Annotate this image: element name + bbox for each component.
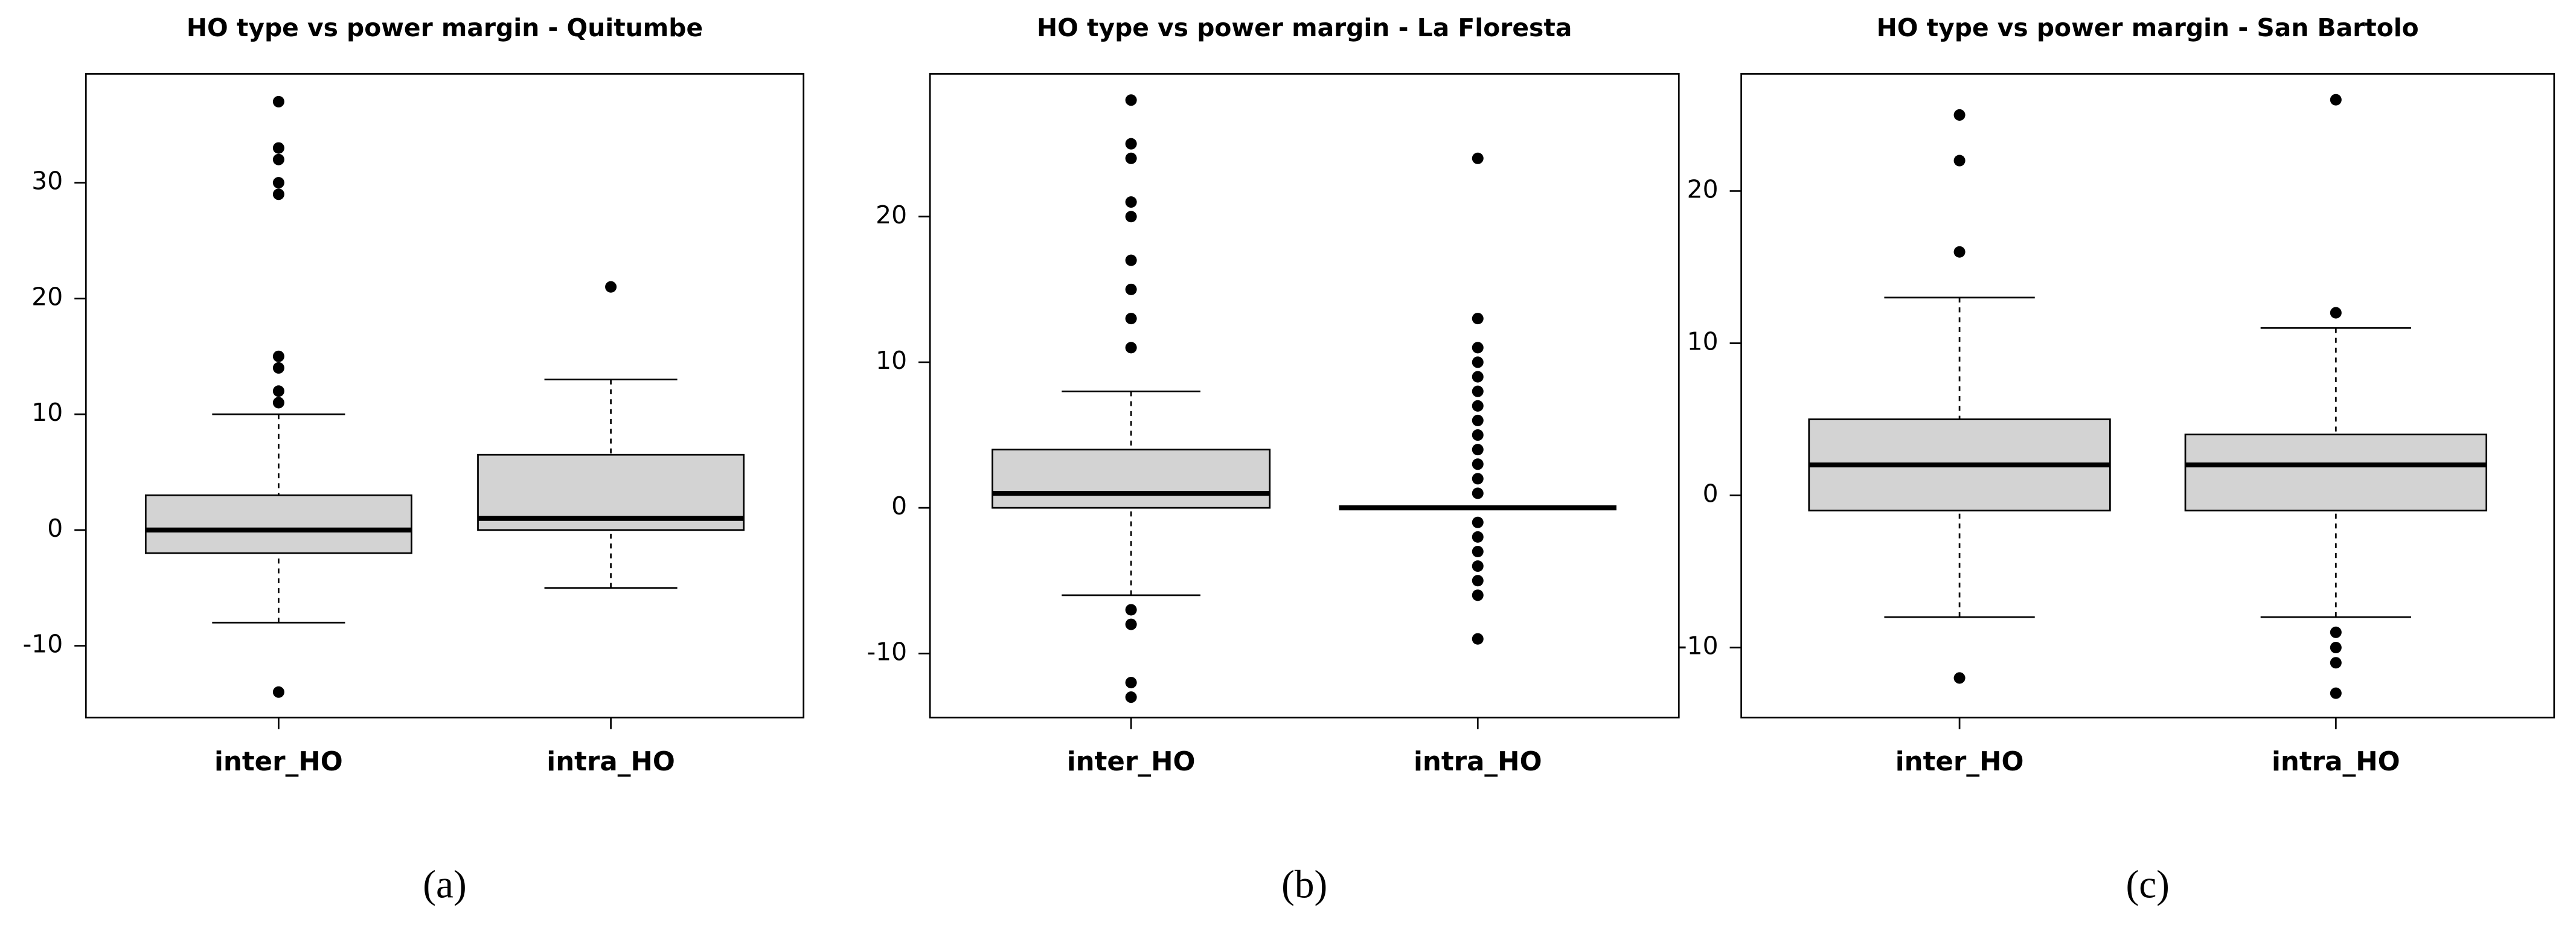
outlier bbox=[1953, 155, 1966, 167]
outlier bbox=[1472, 458, 1484, 470]
y-tick-label: 20 bbox=[31, 282, 63, 311]
y-tick-label: 30 bbox=[31, 167, 63, 196]
outlier bbox=[1472, 516, 1484, 528]
outlier bbox=[1472, 313, 1484, 325]
plot-frame bbox=[929, 73, 1680, 718]
box bbox=[144, 494, 412, 554]
outlier bbox=[1472, 473, 1484, 485]
outlier bbox=[1125, 254, 1137, 266]
outlier bbox=[1472, 429, 1484, 441]
y-tick-label: 0 bbox=[47, 514, 63, 543]
outlier bbox=[272, 385, 284, 397]
outlier bbox=[272, 177, 284, 189]
x-tick-label: inter_HO bbox=[1067, 747, 1196, 777]
outlier bbox=[1472, 545, 1484, 558]
chart-title: HO type vs power margin - La Floresta bbox=[1037, 13, 1572, 42]
caption: (b) bbox=[1281, 863, 1327, 906]
caption: (a) bbox=[423, 863, 466, 906]
outlier bbox=[1472, 371, 1484, 383]
outlier bbox=[2330, 94, 2342, 106]
box bbox=[992, 449, 1271, 509]
plot-frame bbox=[85, 73, 805, 718]
outlier bbox=[1125, 152, 1137, 164]
outlier bbox=[1472, 400, 1484, 412]
outlier bbox=[1472, 531, 1484, 543]
outlier bbox=[1472, 385, 1484, 397]
outlier bbox=[1125, 196, 1137, 208]
x-tick-label: inter_HO bbox=[1895, 747, 2024, 777]
outlier bbox=[1953, 109, 1966, 121]
y-tick-label: 10 bbox=[31, 398, 63, 427]
outlier bbox=[272, 350, 284, 362]
y-tick-label: 20 bbox=[1687, 174, 1719, 203]
outlier bbox=[1472, 487, 1484, 499]
outlier bbox=[272, 362, 284, 374]
y-tick-label: -10 bbox=[867, 637, 907, 666]
outlier bbox=[1472, 342, 1484, 354]
outlier bbox=[272, 397, 284, 409]
plot-frame bbox=[1740, 73, 2555, 718]
y-tick-label: -10 bbox=[1678, 632, 1719, 661]
outlier bbox=[272, 95, 284, 107]
outlier bbox=[1125, 283, 1137, 295]
outlier bbox=[272, 153, 284, 165]
y-tick-label: 20 bbox=[876, 200, 907, 229]
y-tick-label: 10 bbox=[1687, 327, 1719, 356]
x-tick-label: intra_HO bbox=[546, 747, 675, 777]
outlier bbox=[2330, 687, 2342, 699]
x-tick-label: intra_HO bbox=[2272, 747, 2400, 777]
outlier bbox=[1125, 94, 1137, 106]
outlier bbox=[1125, 313, 1137, 325]
outlier bbox=[1953, 246, 1966, 258]
outlier bbox=[1125, 138, 1137, 150]
y-tick-label: -10 bbox=[23, 630, 63, 659]
outlier bbox=[1125, 677, 1137, 689]
outlier bbox=[2330, 657, 2342, 669]
y-tick-label: 10 bbox=[876, 346, 907, 375]
outlier bbox=[1472, 152, 1484, 164]
outlier bbox=[1125, 211, 1137, 223]
outlier bbox=[1125, 604, 1137, 616]
outlier bbox=[1472, 414, 1484, 426]
outlier bbox=[2330, 307, 2342, 319]
outlier bbox=[1472, 356, 1484, 368]
outlier bbox=[1472, 575, 1484, 587]
outlier bbox=[2330, 642, 2342, 654]
outlier bbox=[1125, 691, 1137, 703]
chart-title: HO type vs power margin - Quitumbe bbox=[187, 13, 703, 42]
outlier bbox=[605, 281, 617, 293]
outlier bbox=[1953, 672, 1966, 684]
outlier bbox=[1472, 633, 1484, 645]
chart-title: HO type vs power margin - San Bartolo bbox=[1877, 13, 2419, 42]
outlier bbox=[1125, 618, 1137, 630]
outlier bbox=[272, 686, 284, 698]
x-tick-label: intra_HO bbox=[1414, 747, 1542, 777]
y-tick-label: 0 bbox=[1703, 479, 1719, 508]
outlier bbox=[1472, 444, 1484, 456]
outlier bbox=[1472, 589, 1484, 601]
outlier bbox=[1472, 560, 1484, 572]
caption: (c) bbox=[2126, 863, 2169, 906]
x-tick-label: inter_HO bbox=[214, 747, 343, 777]
outlier bbox=[2330, 626, 2342, 638]
outlier bbox=[1125, 342, 1137, 354]
outlier bbox=[272, 142, 284, 154]
box bbox=[2184, 434, 2487, 512]
outlier bbox=[272, 188, 284, 200]
y-tick-label: 0 bbox=[891, 491, 907, 520]
